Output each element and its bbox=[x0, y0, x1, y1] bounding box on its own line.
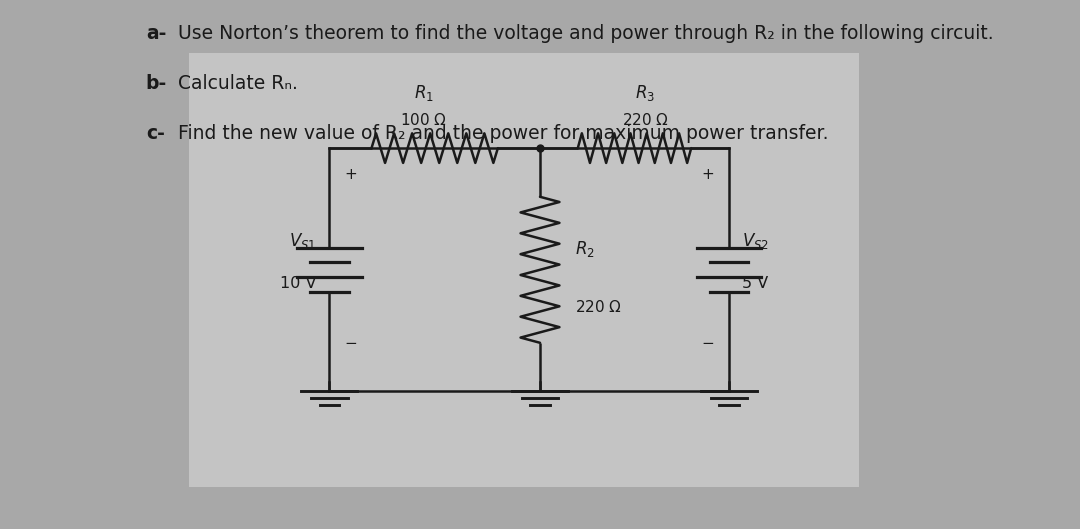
Text: Find the new value of R₂ and the power for maximum power transfer.: Find the new value of R₂ and the power f… bbox=[178, 124, 828, 143]
Text: Calculate Rₙ.: Calculate Rₙ. bbox=[178, 74, 298, 93]
Text: +: + bbox=[701, 167, 714, 182]
Text: Use Norton’s theorem to find the voltage and power through R₂ in the following c: Use Norton’s theorem to find the voltage… bbox=[178, 24, 994, 43]
Text: a-: a- bbox=[146, 24, 166, 43]
Text: 220 $\Omega$: 220 $\Omega$ bbox=[622, 112, 669, 128]
Text: 10 V: 10 V bbox=[280, 276, 316, 290]
Text: +: + bbox=[345, 167, 357, 182]
Text: 100 $\Omega$: 100 $\Omega$ bbox=[401, 112, 447, 128]
Text: −: − bbox=[701, 336, 714, 351]
Text: $R_2$: $R_2$ bbox=[575, 239, 594, 259]
Text: 5 V: 5 V bbox=[742, 276, 768, 290]
Text: b-: b- bbox=[146, 74, 167, 93]
Text: c-: c- bbox=[146, 124, 164, 143]
Text: $R_3$: $R_3$ bbox=[635, 83, 656, 103]
Text: 220 $\Omega$: 220 $\Omega$ bbox=[575, 299, 622, 315]
Text: −: − bbox=[345, 336, 357, 351]
Text: $V_{S2}$: $V_{S2}$ bbox=[742, 231, 769, 251]
Text: $R_1$: $R_1$ bbox=[414, 83, 434, 103]
Text: $V_{S1}$: $V_{S1}$ bbox=[289, 231, 316, 251]
Bar bbox=[189, 53, 859, 487]
